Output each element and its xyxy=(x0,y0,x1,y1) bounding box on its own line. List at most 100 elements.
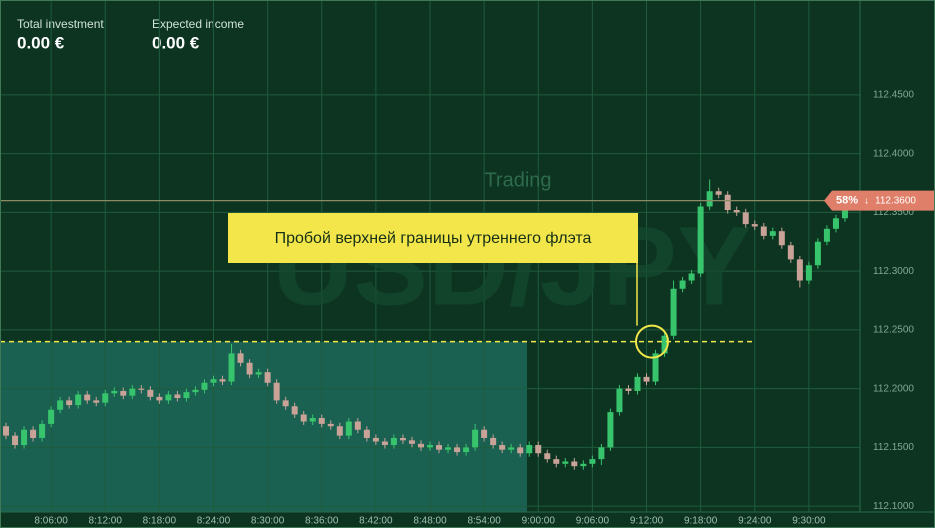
candle-body xyxy=(21,429,28,446)
y-tick-label: 112.4000 xyxy=(873,148,914,159)
candle-body xyxy=(508,447,515,450)
candle-body xyxy=(661,335,668,354)
candle-body xyxy=(372,437,379,442)
candle-body xyxy=(282,400,289,407)
candle-body xyxy=(463,447,470,453)
candle-body xyxy=(363,429,370,438)
candle-body xyxy=(201,382,208,390)
watermark-label: Trading xyxy=(484,169,551,191)
candle-body xyxy=(309,418,316,422)
y-tick-label: 112.3500 xyxy=(873,207,914,218)
x-tick-label: 9:00:00 xyxy=(522,516,556,527)
candle-body xyxy=(57,400,64,410)
candle-body xyxy=(165,394,172,401)
candle-body xyxy=(210,379,217,383)
candle-body xyxy=(102,393,109,403)
candle-body xyxy=(499,445,506,450)
candle-body xyxy=(472,429,479,448)
candle-body xyxy=(616,388,623,413)
candle-body xyxy=(381,441,388,446)
candle-body xyxy=(823,228,830,242)
candle-body xyxy=(562,461,569,464)
candle-body xyxy=(228,353,235,382)
candle-body xyxy=(291,406,298,415)
annotation-circle xyxy=(635,324,669,359)
candle-body xyxy=(751,224,758,227)
candle-body xyxy=(30,429,37,438)
candle-body xyxy=(354,421,361,430)
candle-body xyxy=(219,379,226,382)
current-price-label: 112.3600 xyxy=(875,195,916,206)
x-tick-label: 8:54:00 xyxy=(467,516,501,527)
x-tick-label: 8:12:00 xyxy=(89,516,123,527)
candle-body xyxy=(733,210,740,213)
payout: 58% xyxy=(836,195,858,207)
y-tick-label: 112.2000 xyxy=(873,383,914,394)
y-tick-label: 112.2500 xyxy=(873,325,914,336)
candle-body xyxy=(598,447,605,460)
x-tick-label: 8:36:00 xyxy=(305,516,339,527)
expected-income: 0.00 € xyxy=(152,33,200,52)
candle-body xyxy=(454,447,461,453)
candle-body xyxy=(408,440,415,444)
x-tick-label: 8:42:00 xyxy=(359,516,393,527)
candle-body xyxy=(697,206,704,274)
candle-body xyxy=(445,447,452,450)
x-tick-label: 8:24:00 xyxy=(197,516,231,527)
x-tick-label: 8:06:00 xyxy=(34,516,68,527)
candle-body xyxy=(778,231,785,246)
candle-body xyxy=(652,353,659,382)
annotation-box xyxy=(228,213,638,263)
candle-body xyxy=(688,273,695,281)
candle-body xyxy=(517,447,524,454)
candle-body xyxy=(255,372,262,375)
candle-body xyxy=(571,461,578,467)
candle-body xyxy=(300,414,307,422)
candle-body xyxy=(760,226,767,236)
expected-income-label: Expected income xyxy=(152,17,244,31)
y-tick-label: 112.3000 xyxy=(873,266,914,277)
candle-body xyxy=(643,376,650,382)
x-tick-label: 9:12:00 xyxy=(630,516,664,527)
candle-body xyxy=(589,459,596,464)
total-investment: 0.00 € xyxy=(17,33,65,52)
candle-body xyxy=(841,210,848,219)
candle-body xyxy=(327,423,334,427)
candle-body xyxy=(481,429,488,438)
candle-body xyxy=(670,288,677,336)
x-tick-label: 9:24:00 xyxy=(738,516,772,527)
candle-body xyxy=(75,394,82,406)
candle-body xyxy=(138,388,145,390)
candle-body xyxy=(706,191,713,207)
candle-body xyxy=(553,459,560,464)
x-tick-label: 9:06:00 xyxy=(576,516,610,527)
candle-body xyxy=(535,445,542,454)
x-tick-label: 9:18:00 xyxy=(684,516,718,527)
candle-body xyxy=(192,389,199,393)
x-tick-label: 9:30:00 xyxy=(792,516,826,527)
candle-body xyxy=(183,392,190,399)
candle-body xyxy=(318,418,325,424)
candle-body xyxy=(417,443,424,448)
candle-body xyxy=(742,212,749,225)
candle-body xyxy=(390,437,397,446)
candle-body xyxy=(273,382,280,401)
candle-body xyxy=(120,390,127,396)
candle-body xyxy=(769,231,776,236)
candle-body xyxy=(724,194,731,211)
candle-body xyxy=(84,394,91,401)
flat-zone xyxy=(0,341,527,512)
y-tick-label: 112.4500 xyxy=(873,90,914,101)
candle-body xyxy=(814,241,821,266)
y-tick-label: 112.1500 xyxy=(873,442,914,453)
x-tick-label: 8:30:00 xyxy=(251,516,285,527)
candle-body xyxy=(625,388,632,391)
candle-body xyxy=(246,362,253,375)
candle-body xyxy=(336,426,343,436)
candle-body xyxy=(237,353,244,363)
candle-body xyxy=(787,245,794,260)
total-investment-label: Total investment xyxy=(17,17,104,31)
candle-body xyxy=(156,396,163,401)
direction: ↓ xyxy=(864,195,869,206)
